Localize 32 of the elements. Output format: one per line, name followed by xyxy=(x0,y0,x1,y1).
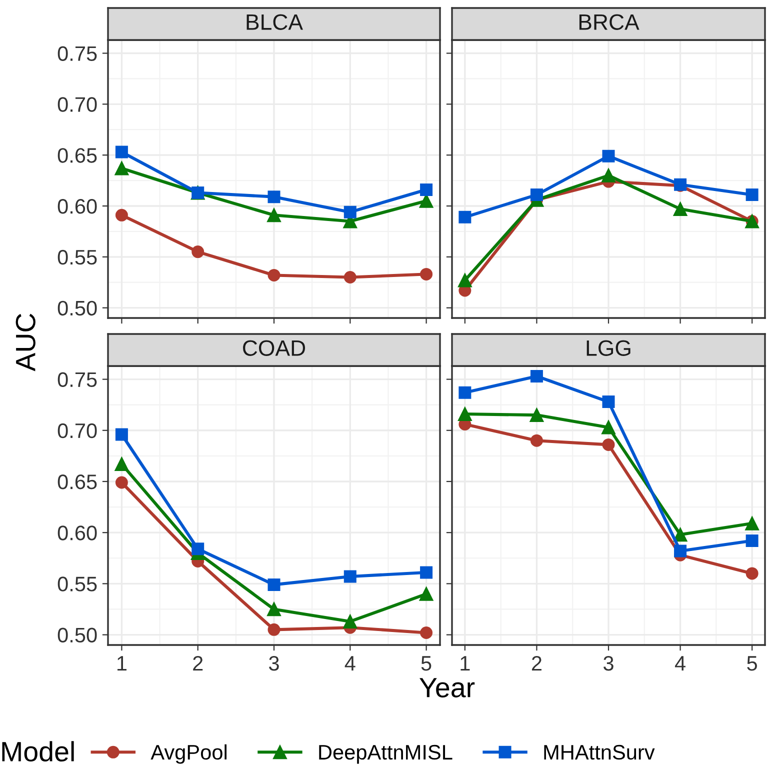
y-tick-label: 0.50 xyxy=(58,300,97,316)
y-tick-label: 0.75 xyxy=(58,46,97,61)
chart-title: COAD xyxy=(243,340,306,356)
y-axis-title: AUC xyxy=(16,314,36,372)
x-tick-label: 2 xyxy=(532,656,542,671)
y-tick-label: 0.55 xyxy=(58,250,97,265)
chart-title: BRCA xyxy=(579,14,640,30)
legend-title: Model xyxy=(2,741,74,762)
y-tick-label: 0.65 xyxy=(58,148,97,163)
y-tick-label: 0.70 xyxy=(58,97,97,112)
x-tick-label: 1 xyxy=(460,656,470,671)
y-tick-label: 0.65 xyxy=(58,474,97,490)
x-tick-label: 4 xyxy=(344,656,356,671)
chart-title: LGG xyxy=(586,340,630,356)
x-tick-label: 3 xyxy=(269,656,279,671)
y-tick-label: 0.75 xyxy=(58,372,97,388)
legend-label: AvgPool xyxy=(150,744,226,764)
x-tick-label: 5 xyxy=(421,656,432,671)
y-tick-label: 0.70 xyxy=(58,423,97,438)
y-tick-label: 0.50 xyxy=(58,628,97,643)
x-axis-title: Year xyxy=(420,678,475,698)
x-tick-label: 2 xyxy=(193,656,203,671)
x-tick-label: 1 xyxy=(118,656,126,671)
y-tick-label: 0.55 xyxy=(58,576,97,592)
y-tick-label: 0.60 xyxy=(58,526,97,540)
x-tick-label: 4 xyxy=(674,656,686,671)
x-tick-label: 3 xyxy=(604,656,614,671)
chart-title: BLCA xyxy=(246,14,303,30)
legend-label: MHAttnSurv xyxy=(544,744,655,760)
y-tick-label: 0.60 xyxy=(58,198,97,214)
x-tick-label: 5 xyxy=(747,656,757,671)
legend-label: DeepAttnMISL xyxy=(319,744,452,764)
